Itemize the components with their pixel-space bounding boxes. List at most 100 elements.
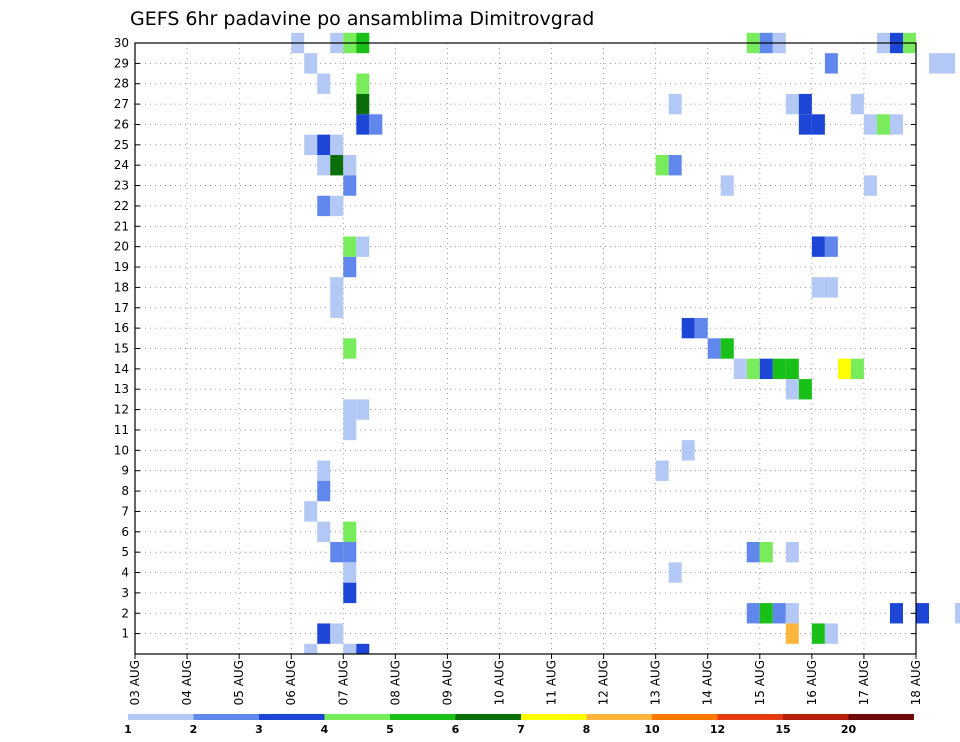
y-tick-label: 27 xyxy=(114,97,129,111)
colorbar-swatch xyxy=(586,714,652,720)
heatmap-cell xyxy=(811,236,825,257)
y-tick-label: 6 xyxy=(121,525,129,539)
heatmap-cell xyxy=(681,440,695,461)
heatmap-cell xyxy=(356,114,370,135)
y-tick-label: 15 xyxy=(114,342,129,356)
heatmap-cell xyxy=(343,541,357,563)
heatmap-cell xyxy=(785,603,799,624)
heatmap-cell xyxy=(330,155,344,176)
heatmap-cell xyxy=(798,114,812,135)
heatmap-cell xyxy=(330,195,344,217)
heatmap-cell xyxy=(798,93,812,115)
heatmap-cell xyxy=(889,603,903,624)
colorbar-swatch xyxy=(652,714,718,720)
y-tick-label: 26 xyxy=(114,117,129,131)
x-tick-label: 05 AUG xyxy=(232,660,246,705)
x-tick-label: 06 AUG xyxy=(284,660,298,705)
colorbar-swatch xyxy=(455,714,521,720)
heatmap-cell xyxy=(343,643,357,654)
x-tick-label: 11 AUG xyxy=(545,660,559,705)
heatmap-cell xyxy=(863,114,877,135)
heatmap-cell xyxy=(720,338,734,359)
heatmap-cell xyxy=(343,521,357,542)
y-tick-label: 20 xyxy=(114,240,129,254)
heatmap-cell xyxy=(759,358,773,380)
y-tick-label: 28 xyxy=(114,77,129,91)
heatmap-cell xyxy=(343,399,357,420)
y-tick-label: 18 xyxy=(114,280,129,294)
heatmap-cell xyxy=(824,623,838,644)
x-tick-label: 12 AUG xyxy=(597,660,611,705)
heatmap-cell xyxy=(694,317,708,339)
heatmap-cell xyxy=(356,93,370,115)
colorbar-swatch xyxy=(128,714,194,720)
heatmap-cell xyxy=(317,480,331,502)
heatmap-cell xyxy=(317,73,331,94)
heatmap-cell xyxy=(850,93,864,115)
heatmap-cell xyxy=(356,399,370,420)
x-tick-label: 09 AUG xyxy=(440,660,454,705)
heatmap-cell xyxy=(824,277,838,298)
heatmap-cell xyxy=(343,562,357,583)
heatmap-cell xyxy=(369,114,383,135)
heatmap-cell xyxy=(668,562,682,583)
heatmap-cell xyxy=(343,338,357,359)
colorbar-label: 20 xyxy=(841,723,857,736)
colorbar-label: 10 xyxy=(644,723,660,736)
y-tick-label: 1 xyxy=(121,627,129,641)
heatmap-cell xyxy=(785,541,799,563)
x-tick-label: 17 AUG xyxy=(857,660,871,705)
x-tick-label: 03 AUG xyxy=(128,660,142,705)
x-tick-label: 10 AUG xyxy=(492,660,506,705)
heatmap-cell xyxy=(850,358,864,380)
y-tick-label: 16 xyxy=(114,321,129,335)
heatmap-cell xyxy=(343,175,357,196)
heatmap-cell xyxy=(785,379,799,400)
heatmap-cell xyxy=(356,236,370,257)
heatmap-cell xyxy=(343,256,357,278)
x-tick-label: 18 AUG xyxy=(909,660,923,705)
x-tick-label: 07 AUG xyxy=(336,660,350,705)
heatmap-cells xyxy=(291,32,960,654)
y-tick-label: 12 xyxy=(114,403,129,417)
heatmap-cell xyxy=(811,277,825,298)
x-axis: 03 AUG 04 AUG 05 AUG 06 AUG 07 AUG 08 AUG 09 A… xyxy=(128,654,923,705)
y-tick-label: 2 xyxy=(121,606,129,620)
colorbar-label: 4 xyxy=(321,723,329,736)
y-tick-label: 5 xyxy=(121,545,129,559)
colorbar-swatch xyxy=(783,714,849,720)
y-tick-label: 17 xyxy=(114,301,129,315)
heatmap-cell xyxy=(759,541,773,563)
colorbar-label: 15 xyxy=(775,723,790,736)
heatmap-cell xyxy=(668,155,682,176)
chart-title: GEFS 6hr padavine po ansamblima Dimitrov… xyxy=(130,8,594,30)
heatmap-cell xyxy=(317,521,331,542)
y-tick-label: 3 xyxy=(121,586,129,600)
y-tick-label: 11 xyxy=(114,423,129,437)
y-tick-label: 21 xyxy=(114,219,129,233)
heatmap-cell xyxy=(343,582,357,604)
heatmap-cell xyxy=(304,501,318,522)
heatmap-cell xyxy=(863,175,877,196)
heatmap-cell xyxy=(343,236,357,257)
x-tick-label: 04 AUG xyxy=(180,660,194,705)
heatmap-cell xyxy=(330,134,344,156)
y-tick-label: 30 xyxy=(114,36,129,50)
heatmap-cell xyxy=(707,338,721,359)
colorbar-swatch xyxy=(193,714,259,720)
heatmap-cell xyxy=(772,603,786,624)
x-tick-label: 15 AUG xyxy=(753,660,767,705)
heatmap-cell xyxy=(733,358,747,380)
y-tick-label: 10 xyxy=(114,443,129,457)
heatmap-cell xyxy=(317,623,331,644)
heatmap-cell xyxy=(811,623,825,644)
heatmap-cell xyxy=(317,155,331,176)
colorbar-label: 12 xyxy=(710,723,725,736)
colorbar-swatch xyxy=(717,714,783,720)
colorbar-label: 5 xyxy=(386,723,394,736)
heatmap-cell xyxy=(785,358,799,380)
heatmap-cell xyxy=(876,114,890,135)
heatmap-cell xyxy=(837,358,851,380)
heatmap-cell xyxy=(824,53,838,74)
heatmap-cell xyxy=(772,358,786,380)
